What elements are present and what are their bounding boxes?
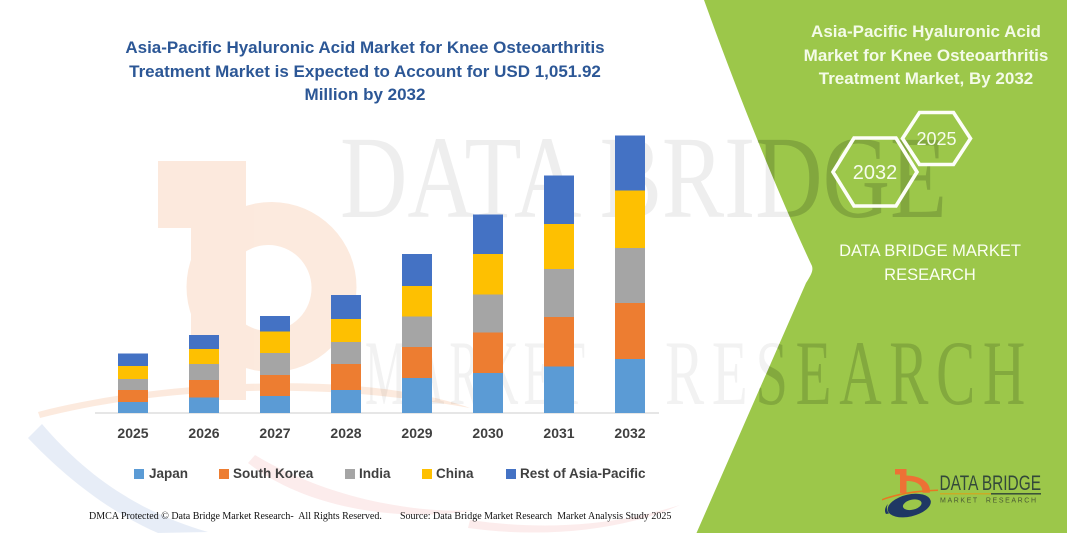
svg-text:DATA BRIDGE: DATA BRIDGE [940,471,1042,495]
svg-text:2032: 2032 [853,162,898,184]
svg-text:MARKET RESEARCH: MARKET RESEARCH [940,498,1039,505]
svg-text:2025: 2025 [916,129,956,149]
svg-text:RESEARCH: RESEARCH [665,322,1033,424]
